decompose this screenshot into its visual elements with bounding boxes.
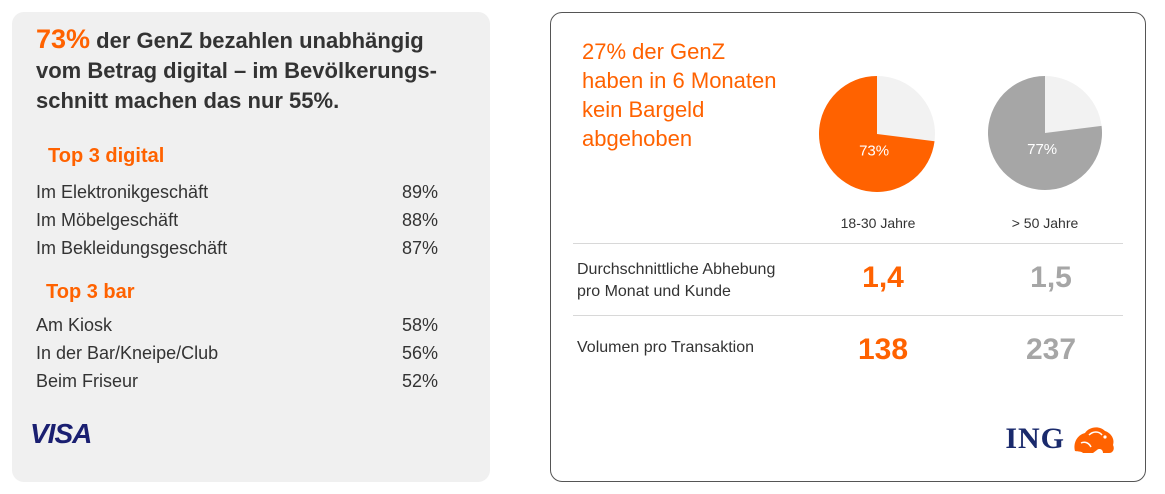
item-label: Am Kiosk xyxy=(36,315,113,335)
item-value: 52% xyxy=(401,371,438,391)
pie-label-young: 73% xyxy=(859,142,889,159)
item-label: Beim Friseur xyxy=(36,371,139,391)
item-value: 58% xyxy=(401,315,438,335)
pie-label-old: 77% xyxy=(1027,141,1057,158)
item-label: In der Bar/Kneipe/Club xyxy=(36,343,219,363)
pie-chart-young: 73% xyxy=(819,76,935,192)
cash-headline: 27% der GenZ haben in 6 Monaten kein Bar… xyxy=(582,39,777,151)
ing-logo: ING xyxy=(1005,421,1117,457)
top-digital-title: Top 3 digital xyxy=(48,145,165,167)
item-label: Im Möbelgeschäft xyxy=(36,210,179,230)
headline-percent: 73% xyxy=(36,24,91,54)
list-item: Im Elektronikgeschäft 89% xyxy=(36,178,438,206)
pie-slice-young xyxy=(819,76,935,192)
metric-volume-label: Volumen pro Transaktion xyxy=(577,339,754,356)
divider xyxy=(573,243,1123,244)
metric-withdrawal-old: 1,5 xyxy=(1030,261,1072,294)
item-value: 88% xyxy=(401,210,438,230)
digital-payment-panel xyxy=(12,12,490,482)
item-value: 89% xyxy=(401,182,438,202)
list-item: Im Möbelgeschäft 88% xyxy=(36,206,438,234)
metric-volume-young: 138 xyxy=(857,333,909,366)
list-item: Im Bekleidungsgeschäft 87% xyxy=(36,234,438,262)
top-bar-title: Top 3 bar xyxy=(46,281,135,303)
headline-text: der GenZ bezahlen unabhängig vom Betrag … xyxy=(36,28,437,113)
item-value: 87% xyxy=(401,238,438,258)
visa-logo: VISA xyxy=(30,418,92,449)
pie-slice-old xyxy=(988,76,1102,190)
lion-icon xyxy=(1074,427,1114,453)
item-label: Im Elektronikgeschäft xyxy=(36,182,209,202)
item-value: 56% xyxy=(401,343,438,363)
item-label: Im Bekleidungsgeschäft xyxy=(36,238,228,258)
pie-chart-old: 77% xyxy=(988,76,1102,190)
list-item: Am Kiosk 58% xyxy=(36,311,438,339)
divider xyxy=(573,315,1123,316)
digital-headline: 73% der GenZ bezahlen unabhängig vom Bet… xyxy=(36,24,466,116)
age-label-young: 18-30 Jahre xyxy=(840,215,916,231)
metric-volume-old: 237 xyxy=(1025,333,1077,366)
age-label-old: > 50 Jahre xyxy=(1011,215,1079,231)
list-item: In der Bar/Kneipe/Club 56% xyxy=(36,339,438,367)
metric-withdrawal-label: Durchschnittliche Abhebung pro Monat und… xyxy=(577,261,776,300)
ing-logo-text: ING xyxy=(1005,422,1065,455)
cash-withdrawal-panel: 27% der GenZ haben in 6 Monaten kein Bar… xyxy=(550,12,1146,482)
list-item: Beim Friseur 52% xyxy=(36,367,438,395)
metric-withdrawal-young: 1,4 xyxy=(862,261,904,294)
